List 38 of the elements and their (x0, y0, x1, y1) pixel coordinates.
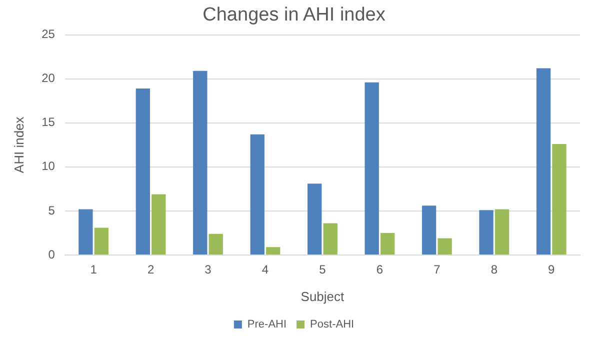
x-tick-label: 1 (90, 262, 98, 277)
y-tick-label: 20 (42, 71, 56, 86)
x-tick-label: 8 (490, 262, 498, 277)
x-tick-label: 4 (262, 262, 269, 277)
bar (380, 232, 395, 254)
x-tick-label: 6 (376, 262, 384, 277)
bar (438, 238, 452, 254)
y-axis-title: AHI index (11, 116, 26, 174)
bar (193, 70, 208, 254)
y-tick-label: 15 (42, 115, 56, 130)
x-tick-label: 3 (204, 262, 212, 277)
y-tick-label: 10 (42, 159, 56, 174)
bar (208, 234, 223, 254)
bar (552, 144, 566, 254)
x-tick-label: 9 (548, 262, 556, 277)
bar (152, 194, 166, 254)
y-tick-label: 0 (48, 247, 56, 262)
x-axis-title: Subject (300, 288, 345, 304)
x-tick-label: 7 (434, 262, 441, 277)
bar (266, 247, 280, 254)
x-tick-label: 2 (147, 262, 154, 277)
x-tick-label: 5 (319, 262, 326, 277)
y-tick-label: 25 (42, 27, 56, 42)
legend-label: Post-AHI (310, 318, 354, 331)
legend-label: Pre-AHI (247, 318, 287, 331)
y-tick-label: 5 (48, 203, 56, 218)
bar (479, 210, 494, 254)
bar (323, 223, 338, 254)
bar (250, 134, 264, 254)
bar (78, 209, 93, 254)
bar (494, 209, 510, 254)
bar (422, 206, 436, 254)
bar (136, 88, 150, 254)
bar (94, 228, 109, 254)
bar (536, 68, 551, 254)
bar (364, 82, 379, 254)
chart-title: Changes in AHI index (202, 4, 386, 26)
bar (308, 184, 322, 254)
